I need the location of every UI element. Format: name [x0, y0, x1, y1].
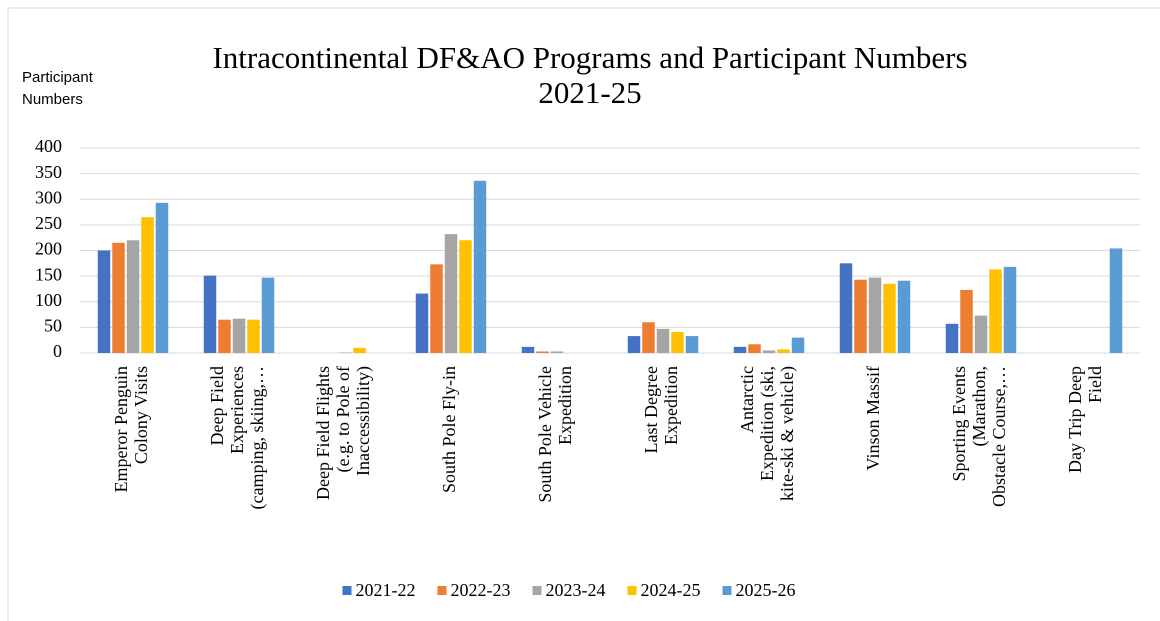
bar	[839, 263, 853, 353]
x-tick-label: Sporting Events	[949, 366, 969, 482]
bar	[777, 349, 790, 353]
y-tick-label: 350	[35, 162, 62, 182]
y-tick-label: 50	[44, 316, 62, 336]
bar	[627, 336, 641, 353]
bar	[945, 323, 959, 353]
bar	[415, 293, 429, 353]
x-tick-label: Day Trip Deep	[1065, 366, 1085, 473]
x-tick-label: Expedition	[661, 366, 681, 445]
x-tick-label: Deep Field	[207, 366, 227, 445]
bar	[685, 336, 699, 353]
chart-frame	[7, 7, 1160, 621]
bar	[218, 319, 231, 353]
bar	[97, 250, 111, 353]
bar	[126, 240, 140, 353]
legend-label: 2025-26	[736, 580, 796, 600]
x-tick-label: Emperor Penguin	[111, 366, 131, 492]
x-tick-label: Colony Visits	[131, 366, 151, 464]
y-tick-label: 100	[35, 290, 62, 310]
y-tick-label: 250	[35, 213, 62, 233]
legend-swatch	[627, 586, 637, 595]
bar	[748, 344, 761, 353]
chart-title: Intracontinental DF&AO Programs and Part…	[212, 40, 968, 110]
bar	[733, 346, 747, 353]
bar	[989, 269, 1002, 353]
bar	[444, 234, 458, 353]
bar	[261, 277, 275, 353]
bar	[338, 352, 352, 353]
y-tick-label: 300	[35, 187, 62, 207]
x-tick-label: Expedition (ski,	[757, 366, 778, 481]
legend-swatch	[532, 586, 542, 595]
bar	[960, 289, 973, 353]
legend-label: 2023-24	[546, 580, 606, 600]
x-tick-label: Experiences	[227, 366, 247, 454]
x-tick-label: (e.g. to Pole of	[333, 366, 354, 472]
x-tick-label: kite-ski & vehicle)	[777, 366, 798, 501]
bar	[459, 240, 472, 353]
y-axis-title: Participant Numbers	[22, 69, 93, 108]
x-tick-label: Vinson Massif	[863, 366, 883, 470]
x-tick-label: Obstacle Course,…	[989, 366, 1009, 507]
y-tick-label: 200	[35, 239, 62, 259]
x-tick-label: Deep Field Flights	[313, 366, 333, 500]
x-tick-label: (Marathon,	[969, 366, 990, 446]
bar	[247, 319, 260, 353]
bar	[353, 347, 366, 353]
y-tick-label: 150	[35, 264, 62, 284]
legend-swatch	[437, 586, 447, 595]
legend-swatch	[722, 586, 732, 595]
legend-label: 2024-25	[641, 580, 701, 600]
bar	[536, 351, 549, 353]
x-tick-label: (camping, skiing,…	[247, 366, 268, 509]
x-tick-label: Inaccessibility)	[353, 366, 374, 476]
x-tick-label: Antarctic	[737, 366, 757, 433]
x-tick-label: Field	[1085, 366, 1105, 403]
bar	[671, 331, 684, 353]
bar	[430, 264, 443, 353]
bar	[642, 322, 655, 353]
bar	[521, 346, 535, 353]
bar	[868, 277, 882, 353]
bar	[897, 280, 911, 353]
legend-label: 2022-23	[451, 580, 511, 600]
legend-label: 2021-22	[356, 580, 416, 600]
bar	[1003, 266, 1017, 353]
bar	[791, 337, 805, 353]
bar	[203, 275, 217, 353]
bar	[656, 328, 670, 353]
y-tick-label: 400	[35, 136, 62, 156]
x-tick-label: Last Degree	[641, 366, 661, 453]
y-tick-label: 0	[53, 341, 62, 361]
x-tick-label: Expedition	[555, 366, 575, 445]
bar	[155, 202, 169, 353]
legend-swatch	[342, 586, 352, 595]
bar	[232, 318, 246, 353]
bar	[974, 315, 988, 353]
bar	[473, 180, 487, 353]
bar	[141, 217, 154, 353]
x-tick-label: South Pole Fly-in	[439, 366, 459, 493]
bar	[550, 351, 564, 353]
x-tick-label: South Pole Vehicle	[535, 366, 555, 503]
bar	[883, 283, 896, 353]
bar	[112, 242, 125, 353]
bar	[762, 350, 776, 353]
bar	[854, 279, 867, 353]
bar	[1109, 248, 1123, 353]
